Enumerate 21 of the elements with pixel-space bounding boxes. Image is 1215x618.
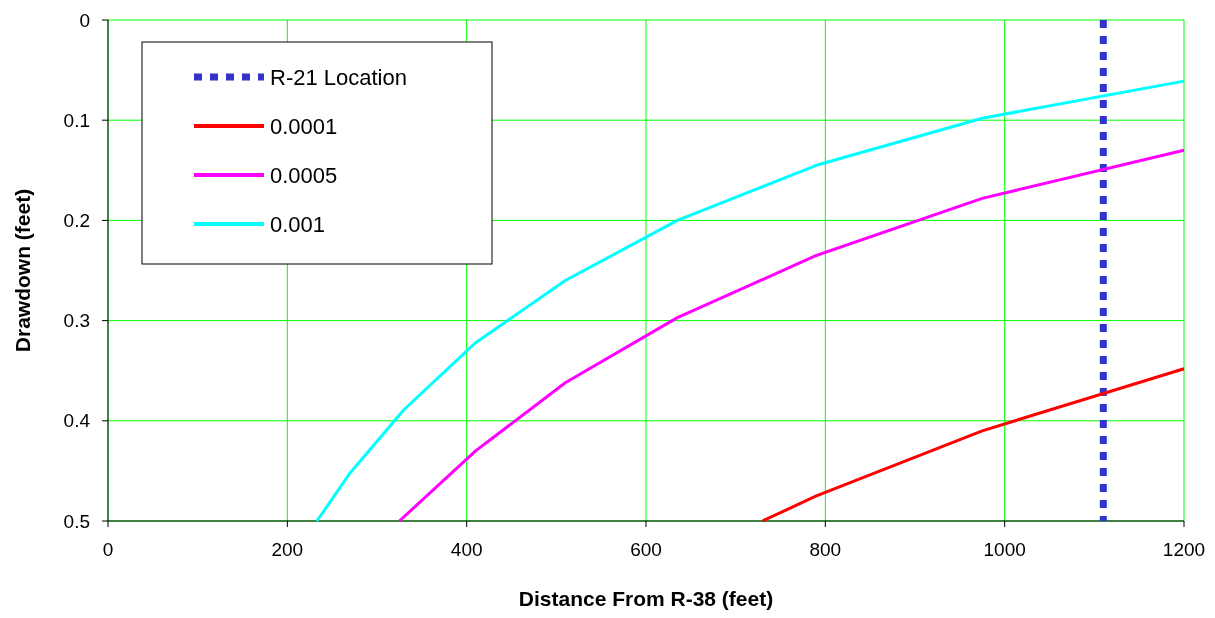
x-tick-label: 200 xyxy=(271,539,304,560)
y-tick-label: 0 xyxy=(79,9,90,31)
y-tick-label: 0.1 xyxy=(63,109,90,131)
legend-label: 0.0005 xyxy=(270,162,338,188)
y-tick-label: 0.3 xyxy=(63,310,90,332)
x-tick-label: 0 xyxy=(102,539,114,560)
x-axis-title: Distance From R-38 (feet) xyxy=(518,587,774,610)
y-tick-label: 0.5 xyxy=(63,510,90,532)
y-tick-label: 0.2 xyxy=(63,210,90,232)
x-tick-label: 600 xyxy=(630,539,662,560)
x-tick-label: 1000 xyxy=(983,539,1026,560)
x-tick-label: 400 xyxy=(450,539,483,560)
y-tick-label: 0.4 xyxy=(63,410,91,432)
legend-label: 0.001 xyxy=(270,211,326,237)
legend-label: R-21 Location xyxy=(270,64,407,90)
x-tick-label: 1200 xyxy=(1162,539,1206,560)
y-axis-title: Drawdown (feet) xyxy=(11,188,34,353)
x-tick-label: 800 xyxy=(809,539,842,560)
line-series xyxy=(761,367,1186,523)
legend-label: 0.0001 xyxy=(270,113,338,139)
line-series xyxy=(397,148,1186,523)
